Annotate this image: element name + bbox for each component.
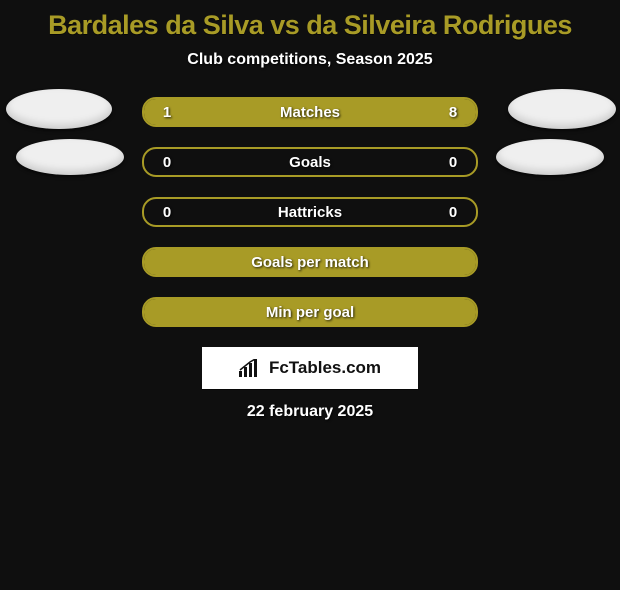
row-hattricks: 0 0 Hattricks — [142, 197, 478, 227]
row-gpm-value-left — [144, 249, 188, 275]
row-matches-value-right: 8 — [432, 99, 476, 125]
row-gpm-value-right — [432, 249, 476, 275]
avatar-right-top — [508, 89, 616, 129]
row-hattricks-value-right: 0 — [432, 199, 476, 225]
row-goals: 0 0 Goals — [142, 147, 478, 177]
row-matches-value-left: 1 — [144, 99, 188, 125]
row-hattricks-label: Hattricks — [144, 199, 476, 225]
avatar-left-top — [6, 89, 112, 129]
row-min-per-goal: Min per goal — [142, 297, 478, 327]
row-mpg-label: Min per goal — [144, 299, 476, 325]
row-goals-per-match: Goals per match — [142, 247, 478, 277]
row-goals-value-right: 0 — [432, 149, 476, 175]
row-gpm-label: Goals per match — [144, 249, 476, 275]
row-goals-value-left: 0 — [144, 149, 188, 175]
avatar-left-bottom — [16, 139, 124, 175]
row-mpg-value-left — [144, 299, 188, 325]
avatar-right-bottom — [496, 139, 604, 175]
page-title: Bardales da Silva vs da Silveira Rodrigu… — [8, 10, 612, 41]
row-matches: 1 8 Matches — [142, 97, 478, 127]
footer-date: 22 february 2025 — [0, 403, 620, 421]
stat-rows: 1 8 Matches 0 0 Goals 0 0 Hattricks Goal… — [142, 97, 478, 327]
row-mpg-value-right — [432, 299, 476, 325]
page-subtitle: Club competitions, Season 2025 — [0, 51, 620, 69]
row-goals-label: Goals — [144, 149, 476, 175]
footer-brand-text: FcTables.com — [269, 358, 381, 378]
footer-badge[interactable]: FcTables.com — [202, 347, 418, 389]
row-matches-label: Matches — [144, 99, 476, 125]
row-hattricks-value-left: 0 — [144, 199, 188, 225]
bar-chart-icon — [239, 359, 263, 377]
comparison-stage: 1 8 Matches 0 0 Goals 0 0 Hattricks Goal… — [0, 97, 620, 421]
